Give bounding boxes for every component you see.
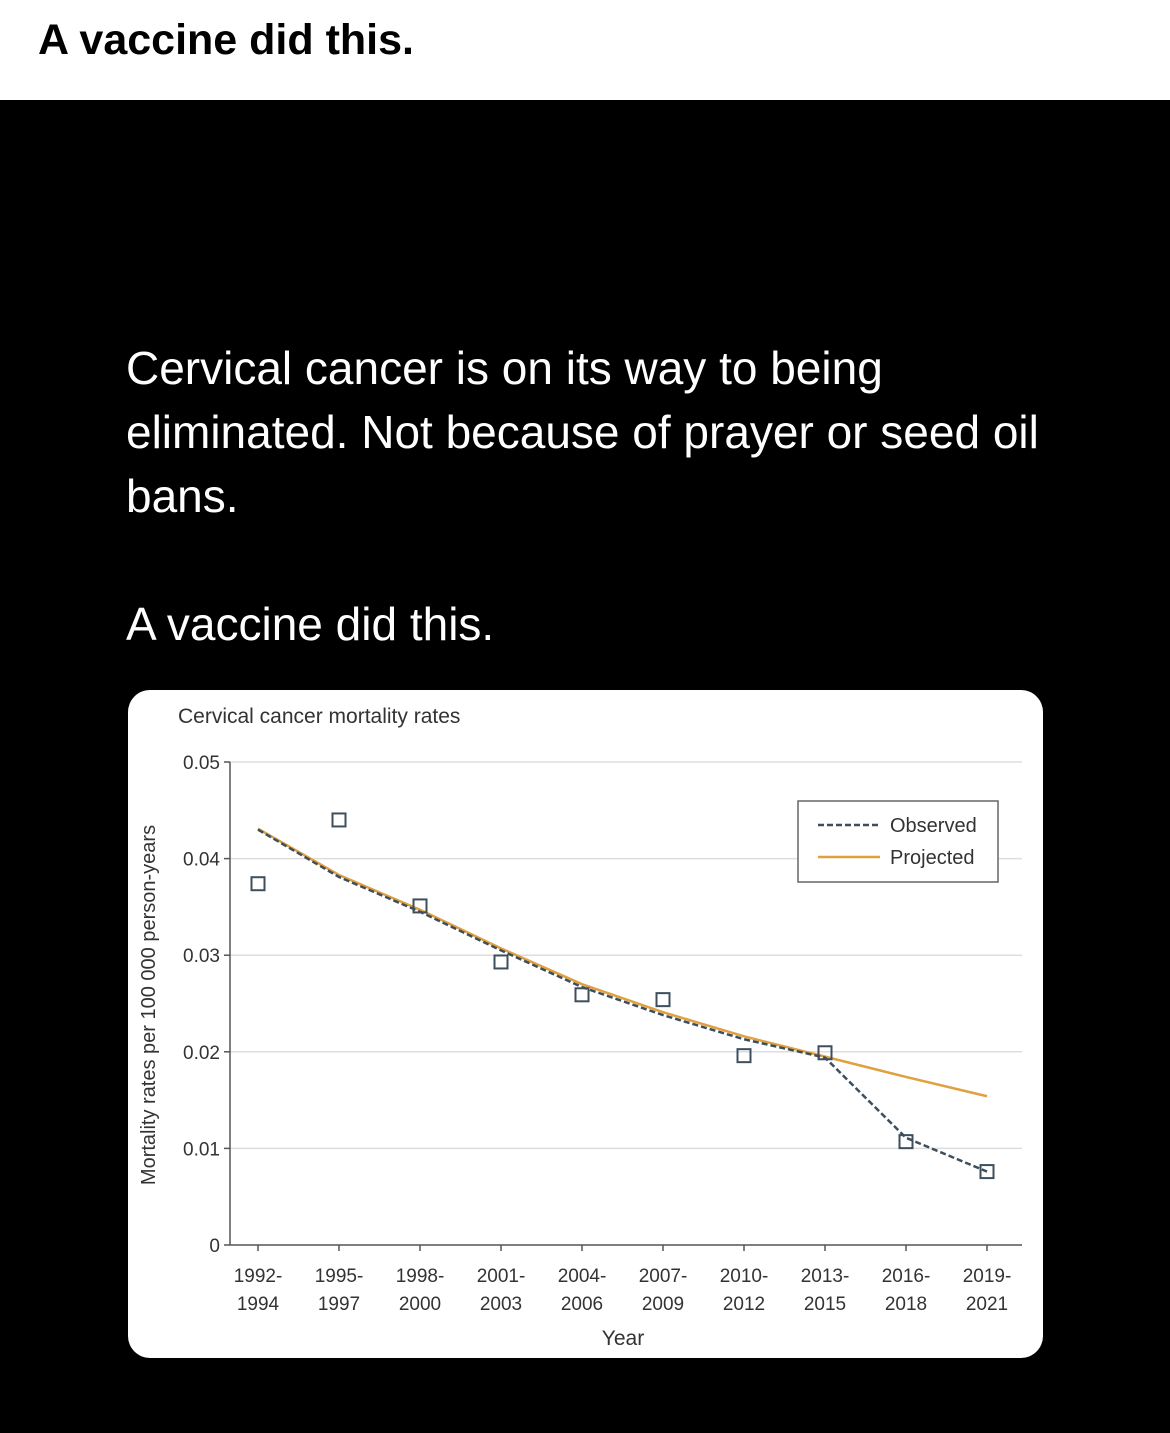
data-point <box>331 812 347 828</box>
chart-title: Cervical cancer mortality rates <box>178 705 460 728</box>
x-tick-label: 2000 <box>399 1294 441 1315</box>
y-tick-label: 0 <box>209 1236 220 1257</box>
post-tagline: A vaccine did this. <box>126 598 495 650</box>
data-point <box>493 954 509 970</box>
series-observed-line <box>257 828 988 1173</box>
legend-box <box>797 800 999 883</box>
x-tick-label: 2021 <box>966 1294 1008 1315</box>
chart-card: Cervical cancer mortality rates 0 0.01 0.02… <box>128 690 1043 1358</box>
data-point <box>574 987 590 1003</box>
y-tick-label: 0.01 <box>183 1139 220 1160</box>
x-tick-label: 1992- <box>234 1266 283 1287</box>
x-tick-label: 2016- <box>882 1266 931 1287</box>
post-body: Cervical cancer is on its way to being e… <box>126 342 1039 522</box>
legend-label-projected: Projected <box>890 847 975 869</box>
x-tick-label: 1995- <box>315 1266 364 1287</box>
y-tick-label: 0.03 <box>183 946 220 967</box>
data-point <box>655 992 671 1008</box>
x-tick-label: 2003 <box>480 1294 522 1315</box>
x-tick-label: 2004- <box>558 1266 607 1287</box>
x-tick-label: 2012 <box>723 1294 765 1315</box>
data-point <box>250 876 266 892</box>
header-bar: A vaccine did this. <box>0 0 1170 100</box>
series-projected-line <box>257 827 988 1098</box>
x-tick-label: 1994 <box>237 1294 280 1315</box>
x-tick-label: 2001- <box>477 1266 526 1287</box>
x-tick-label: 2007- <box>639 1266 688 1287</box>
x-tick-label: 2015 <box>804 1294 846 1315</box>
legend-label-observed: Observed <box>890 815 977 837</box>
x-tick-label: 1997 <box>318 1294 360 1315</box>
y-tick-label: 0.04 <box>183 850 220 871</box>
x-axis-title: Year <box>602 1327 644 1350</box>
x-tick-label: 2006 <box>561 1294 603 1315</box>
x-tick-label: 1998- <box>396 1266 445 1287</box>
y-tick-label: 0.02 <box>183 1043 220 1064</box>
x-tick-label: 2019- <box>963 1266 1012 1287</box>
data-point <box>817 1045 833 1061</box>
data-point <box>979 1164 995 1180</box>
y-tick-label: 0.05 <box>183 753 220 774</box>
data-point <box>412 898 428 914</box>
y-axis-title: Mortality rates per 100 000 person-years <box>138 825 160 1185</box>
x-tick-label: 2013- <box>801 1266 850 1287</box>
x-tick-label: 2010- <box>720 1266 769 1287</box>
mortality-chart: Cervical cancer mortality rates 0 0.01 0.02… <box>138 705 1022 1350</box>
data-point <box>736 1048 752 1064</box>
header-title: A vaccine did this. <box>38 16 414 64</box>
data-point <box>898 1134 914 1150</box>
x-tick-label: 2009 <box>642 1294 684 1315</box>
x-tick-label: 2018 <box>885 1294 927 1315</box>
